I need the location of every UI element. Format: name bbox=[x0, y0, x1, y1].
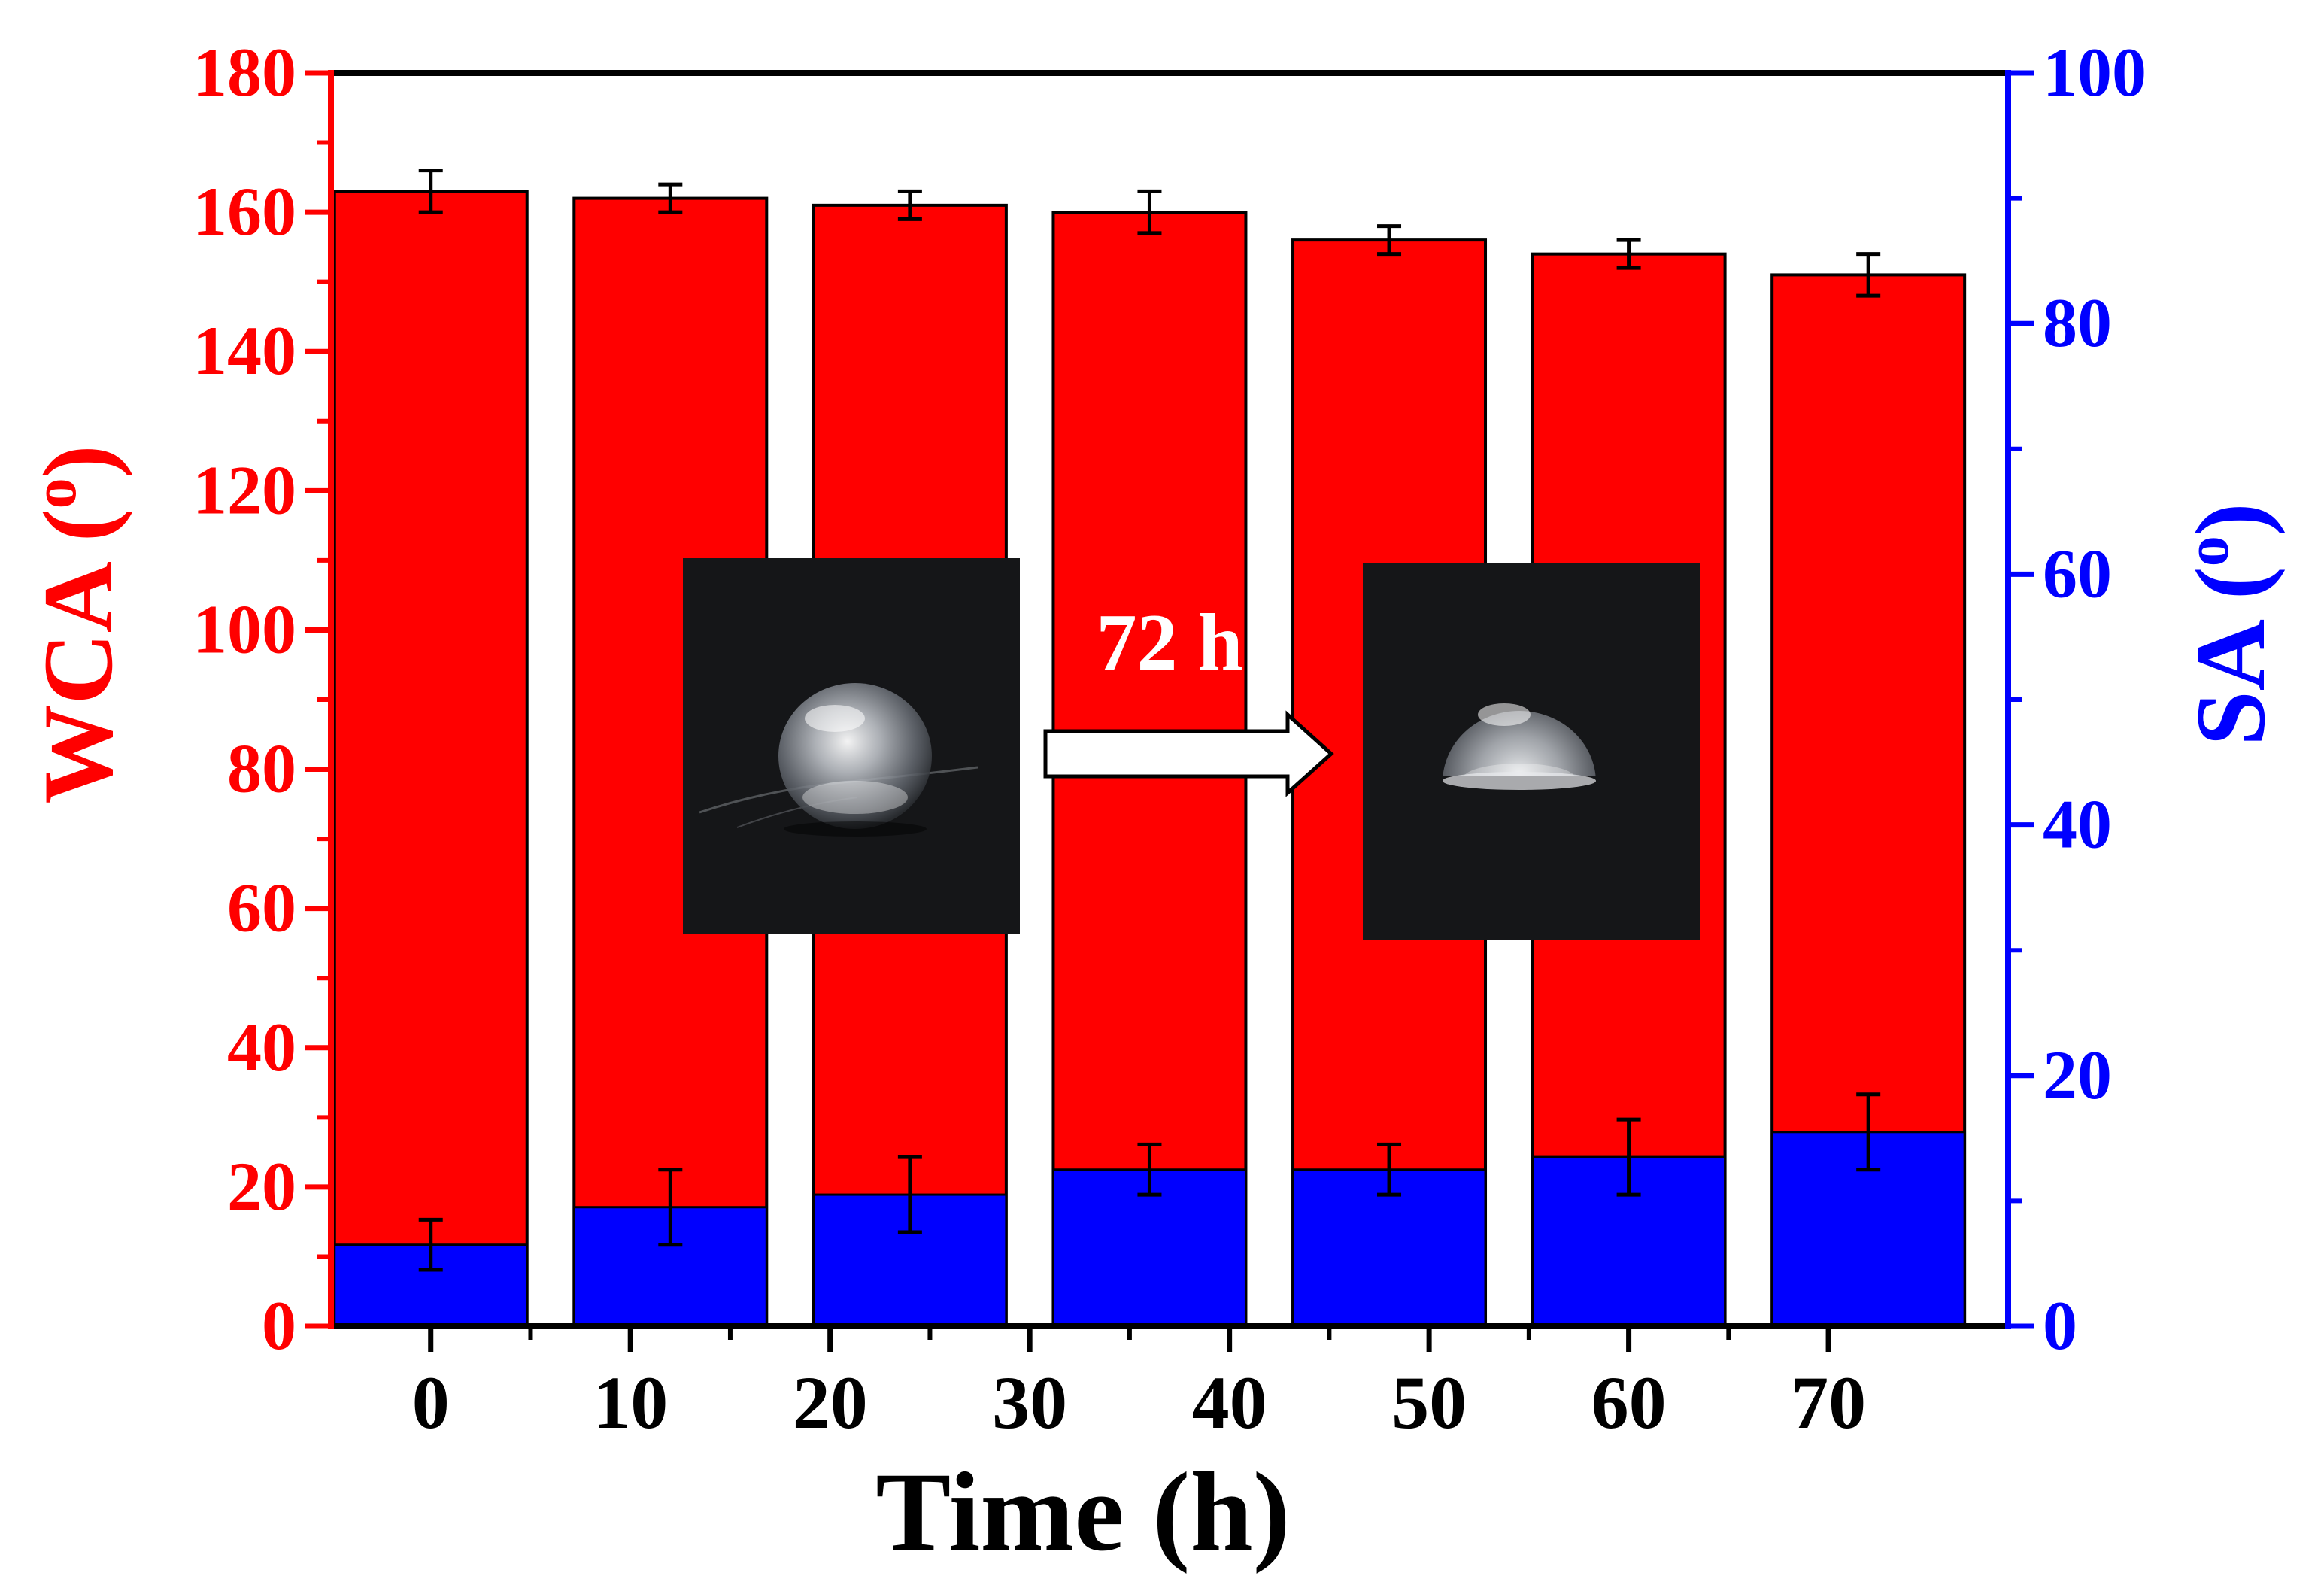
y2-tick-label: 40 bbox=[2043, 786, 2112, 863]
wca-error-bar bbox=[897, 189, 922, 221]
wca-error-bar bbox=[418, 169, 443, 214]
y-tick-label: 100 bbox=[193, 591, 296, 667]
wca-error-bar bbox=[1377, 224, 1402, 257]
wca-error-bar bbox=[1137, 189, 1162, 235]
y-axis-title: WCA (o) bbox=[20, 445, 133, 803]
arrow-icon bbox=[1043, 710, 1334, 797]
x-tick-label: 10 bbox=[593, 1361, 668, 1444]
y-tick-label: 120 bbox=[193, 451, 296, 528]
y-tick-label: 20 bbox=[227, 1148, 296, 1225]
y-tick-label: 160 bbox=[193, 173, 296, 250]
y-tick-label: 140 bbox=[193, 312, 296, 389]
y-tick-label: 0 bbox=[262, 1287, 296, 1364]
water-droplet-initial-photo bbox=[683, 558, 1020, 934]
y-tick-label: 80 bbox=[227, 730, 296, 807]
sa-error-bar bbox=[658, 1168, 683, 1247]
y-tick-label: 60 bbox=[227, 870, 296, 946]
y-axis-title-close: ) bbox=[23, 445, 133, 478]
x-axis-title: Time (h) bbox=[875, 1450, 1290, 1574]
y2-tick-label: 0 bbox=[2043, 1287, 2077, 1364]
x-tick-label: 0 bbox=[412, 1361, 450, 1444]
y2-axis-title-close: ) bbox=[2175, 503, 2286, 536]
sa-error-bar bbox=[418, 1217, 443, 1272]
x-tick-label: 70 bbox=[1791, 1361, 1866, 1444]
x-tick-label: 60 bbox=[1591, 1361, 1667, 1444]
wca-bar bbox=[332, 190, 529, 1328]
y2-axis-title: SA (o) bbox=[2173, 503, 2286, 745]
sa-error-bar bbox=[1137, 1142, 1162, 1197]
sa-error-bar bbox=[1377, 1142, 1402, 1197]
water-droplet-after-72h-photo bbox=[1363, 563, 1700, 940]
y2-axis-title-sup: o bbox=[2173, 536, 2241, 566]
y-tick-label: 180 bbox=[193, 34, 296, 111]
wca-error-bar bbox=[658, 182, 683, 214]
wca-error-bar bbox=[1616, 238, 1641, 270]
annotation-72h: 72 h bbox=[1096, 598, 1242, 688]
x-tick-label: 40 bbox=[1192, 1361, 1267, 1444]
y-axis-title-main: WCA ( bbox=[23, 509, 133, 803]
y-tick-label: 40 bbox=[227, 1009, 296, 1086]
sa-error-bar bbox=[1616, 1117, 1641, 1197]
x-tick-label: 30 bbox=[992, 1361, 1067, 1444]
y-axis-title-sup: o bbox=[20, 478, 89, 509]
axes-layer: 0 20 40 60 80 100 120 140 160 180 0 20 40 60 80 100 0 10 2… bbox=[193, 34, 2147, 1444]
y2-tick-label: 100 bbox=[2043, 34, 2147, 111]
x-tick-label: 20 bbox=[793, 1361, 868, 1444]
y2-axis-title-main: SA ( bbox=[2175, 566, 2286, 745]
y2-tick-label: 20 bbox=[2043, 1037, 2112, 1113]
wca-error-bar bbox=[1856, 252, 1881, 298]
sa-error-bar bbox=[897, 1155, 922, 1234]
x-tick-label: 50 bbox=[1391, 1361, 1467, 1444]
y2-tick-label: 80 bbox=[2043, 284, 2112, 361]
sa-error-bar bbox=[1856, 1092, 1881, 1172]
y2-tick-label: 60 bbox=[2043, 535, 2112, 612]
